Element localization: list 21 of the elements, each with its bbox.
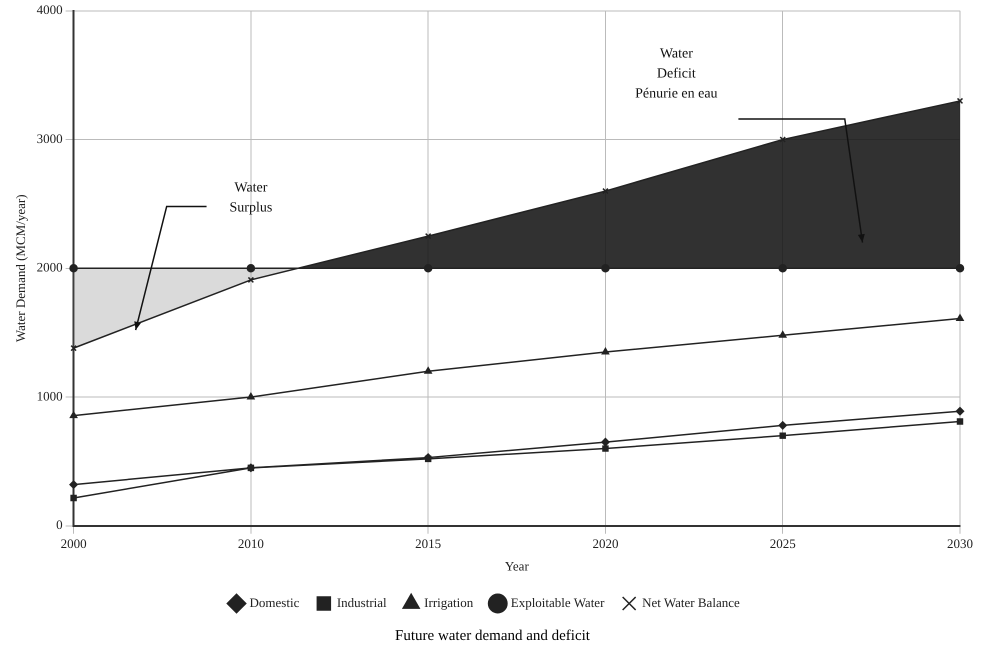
x-axis-title: Year [504, 558, 530, 574]
x-tick-label: 2000 [60, 536, 87, 552]
annotation: Water Deficit Pénurie en eau [635, 46, 718, 102]
legend-label: Net Water Balance [642, 594, 740, 610]
y-tick-label: 1000 [36, 388, 63, 404]
legend-label: Domestic [250, 594, 300, 610]
legend-label: Exploitable Water [510, 594, 606, 610]
annotation: Water Surplus [229, 180, 272, 216]
x-tick-label: 2025 [770, 536, 796, 552]
y-axis-title: Water Demand (MCM/year) [13, 194, 28, 342]
y-tick-label: 3000 [36, 130, 63, 146]
legend-label: Industrial [336, 594, 388, 610]
x-tick-label: 2010 [238, 536, 264, 552]
x-tick-label: 2015 [415, 536, 442, 552]
y-tick-label: 0 [56, 517, 63, 532]
y-tick-label: 2000 [36, 260, 63, 275]
x-tick-label: 2020 [592, 536, 618, 552]
text: Future water demand and deficit [394, 628, 591, 645]
x-tick-label: 2030 [947, 536, 973, 552]
legend-label: Irrigation [424, 594, 474, 610]
y-tick-label: 4000 [36, 2, 63, 18]
